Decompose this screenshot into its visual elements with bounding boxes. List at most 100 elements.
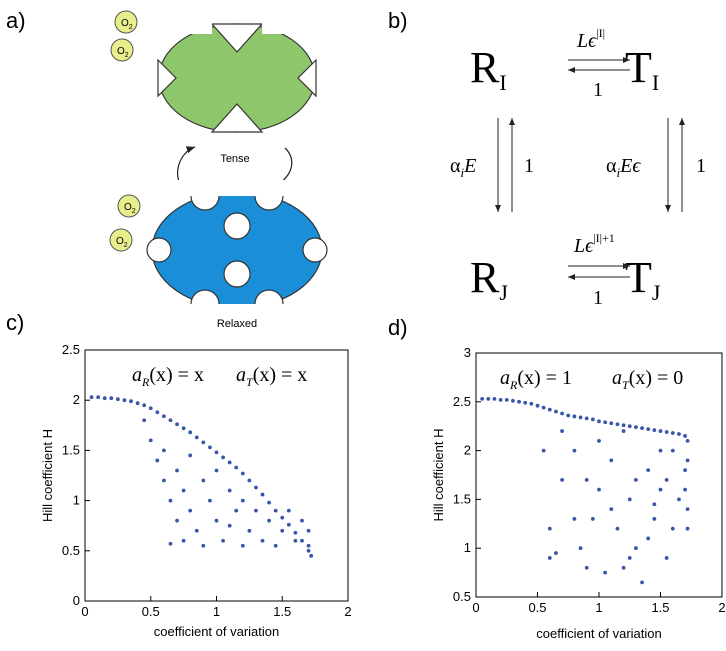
rate-superscript: |I|+1: [593, 231, 615, 245]
point: [267, 518, 271, 523]
point: [194, 528, 199, 533]
point: [677, 432, 681, 436]
point: [300, 538, 304, 543]
point: [677, 497, 681, 502]
point: [306, 543, 311, 548]
point: [504, 397, 509, 402]
point: [541, 405, 546, 410]
point: [181, 426, 186, 431]
point: [658, 487, 663, 492]
point: [306, 528, 311, 533]
point: [535, 403, 540, 408]
state-symbol: R: [470, 43, 500, 92]
svg-text:Lϵ|I|: Lϵ|I|: [576, 26, 605, 52]
point: [194, 435, 199, 440]
point: [597, 438, 601, 443]
point: [597, 419, 601, 424]
rate-label: Lϵ: [576, 30, 597, 52]
y-tick-label: 2.5: [62, 342, 80, 357]
panel-label: d): [388, 315, 408, 340]
panel-label: b): [388, 8, 408, 33]
point: [664, 477, 669, 482]
point: [273, 508, 278, 513]
svg-text:RI: RI: [470, 43, 507, 95]
point: [254, 485, 258, 490]
point: [683, 468, 687, 473]
point: [597, 487, 601, 492]
point: [234, 465, 239, 470]
point: [234, 508, 239, 513]
point: [566, 413, 571, 418]
svg-text:O2: O2: [116, 236, 128, 249]
point: [267, 500, 271, 505]
annotation-text: (x) = 1: [517, 367, 572, 389]
point: [247, 528, 252, 533]
annotation: aR(x) = 1: [500, 367, 572, 392]
oxygen: O2: [110, 38, 134, 62]
annotation-subscript: R: [141, 375, 150, 389]
point: [560, 411, 564, 416]
point: [560, 477, 564, 482]
oxygen-subscript: 2: [132, 208, 136, 215]
point: [214, 450, 219, 455]
point: [240, 498, 245, 503]
point: [670, 431, 675, 435]
point: [609, 507, 614, 512]
oxygen-symbol: O: [117, 46, 125, 57]
point: [634, 546, 638, 551]
x-tick-label: 2: [718, 600, 725, 615]
point: [201, 543, 206, 548]
point: [621, 423, 626, 428]
point: [640, 580, 644, 585]
state-symbol: R: [470, 253, 500, 302]
point: [162, 414, 166, 419]
x-axis-label: coefficient of variation: [154, 624, 280, 639]
point: [634, 425, 638, 430]
point: [240, 471, 245, 476]
y-tick-label: 3: [464, 345, 471, 360]
rate-label: α: [606, 155, 617, 177]
x-tick-label: 2: [344, 604, 351, 619]
point: [572, 517, 577, 521]
x-tick-label: 0: [81, 604, 88, 619]
x-tick-label: 1: [213, 604, 220, 619]
point: [273, 543, 278, 548]
rate-subscript: i: [460, 165, 464, 180]
point: [96, 395, 101, 400]
rate-subscript: i: [616, 165, 620, 180]
y-axis-label: Hill coefficient H: [40, 429, 55, 522]
point: [306, 548, 311, 553]
point: [168, 498, 173, 503]
y-tick-label: 0: [73, 593, 80, 608]
point: [115, 397, 120, 402]
point: [227, 488, 232, 493]
y-tick-label: 2: [73, 392, 80, 407]
rate-label: Eϵ: [619, 155, 641, 177]
point: [634, 477, 638, 482]
svg-text:Lϵ|I|+1: Lϵ|I|+1: [573, 231, 615, 257]
point: [640, 426, 644, 431]
point: [646, 536, 651, 541]
point: [247, 478, 252, 483]
point: [547, 526, 552, 531]
point: [627, 497, 632, 502]
point: [554, 551, 558, 555]
point: [615, 422, 620, 427]
annotation: aT(x) = x: [236, 364, 307, 389]
rate-label: 1: [524, 155, 534, 177]
svg-text:TI: TI: [625, 43, 659, 95]
point: [627, 556, 632, 560]
state-subscript: J: [652, 280, 661, 305]
point: [221, 455, 225, 460]
point: [652, 517, 657, 521]
point: [529, 401, 534, 406]
point: [188, 453, 193, 458]
point: [480, 396, 485, 401]
point: [102, 396, 107, 401]
point: [584, 477, 589, 482]
point: [683, 487, 687, 492]
annotation-subscript: R: [509, 378, 518, 392]
point: [590, 417, 595, 422]
